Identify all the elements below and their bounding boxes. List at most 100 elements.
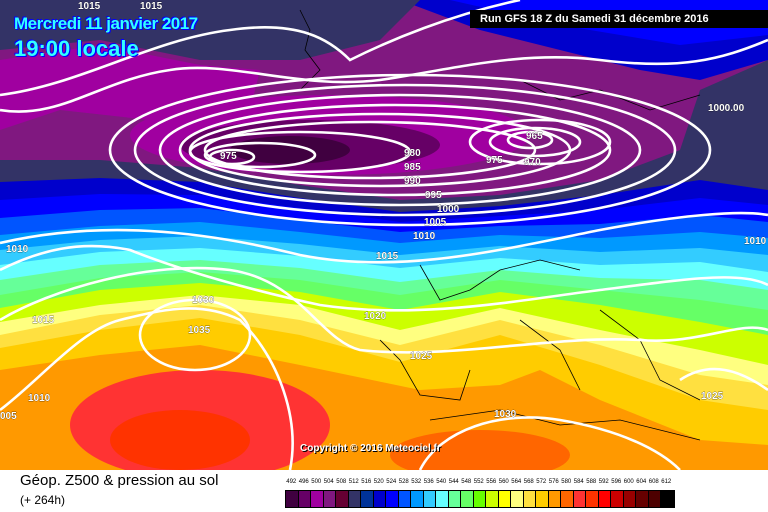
legend-swatch	[386, 491, 399, 507]
geopotential-map: 1015 1015 975 980 985 990 995 1000 1005 …	[0, 0, 768, 470]
legend-swatch	[398, 491, 411, 507]
legend-swatch	[498, 491, 511, 507]
legend-value: 600	[623, 479, 634, 485]
legend-swatches	[285, 490, 675, 508]
legend-value: 504	[323, 479, 334, 485]
isobar-label: 1030	[494, 409, 517, 420]
legend-swatch	[636, 491, 649, 507]
band-512-north	[0, 0, 420, 60]
legend-value: 608	[648, 479, 659, 485]
legend-value: 492	[286, 479, 297, 485]
isobar-label: 990	[404, 176, 421, 187]
isobar-label: 1025	[701, 391, 724, 402]
legend-swatch	[286, 491, 299, 507]
legend-value: 516	[361, 479, 372, 485]
legend-swatch	[523, 491, 536, 507]
isobar-label: 1000	[437, 204, 460, 215]
legend-swatch	[473, 491, 486, 507]
isobar-label: 1010	[744, 236, 767, 247]
legend-value: 496	[298, 479, 309, 485]
legend-value: 508	[336, 479, 347, 485]
legend-value: 580	[561, 479, 572, 485]
legend-swatch	[573, 491, 586, 507]
legend-value: 552	[473, 479, 484, 485]
footer: Géop. Z500 & pression au sol (+ 264h) 49…	[0, 470, 768, 512]
map-title: Géop. Z500 & pression au sol	[20, 472, 219, 489]
isobar-labels: 1015 1015 975 980 985 990 995 1000 1005 …	[0, 1, 767, 422]
legend-value: 568	[523, 479, 534, 485]
isobar-label: 1010	[6, 244, 29, 255]
legend-swatch	[373, 491, 386, 507]
band-492	[230, 136, 350, 164]
legend-value: 524	[386, 479, 397, 485]
isobar-label: 1015	[376, 251, 399, 262]
coastlines	[299, 9, 701, 441]
legend-swatch	[548, 491, 561, 507]
isobar-label: 1015	[140, 1, 163, 12]
isobar-label: 975	[220, 151, 237, 162]
legend-value: 544	[448, 479, 459, 485]
legend-value: 532	[411, 479, 422, 485]
legend-swatch	[436, 491, 449, 507]
isobar-label: 995	[425, 190, 442, 201]
legend-value: 572	[536, 479, 547, 485]
legend-swatch	[648, 491, 661, 507]
legend-value: 536	[423, 479, 434, 485]
legend-swatch	[486, 491, 499, 507]
legend-swatch	[461, 491, 474, 507]
legend-value: 564	[511, 479, 522, 485]
legend-value: 604	[636, 479, 647, 485]
forecast-offset: (+ 264h)	[20, 493, 66, 507]
legend-swatch	[311, 491, 324, 507]
isobar-label: 1010	[413, 231, 436, 242]
isobar-label: 970	[524, 157, 541, 168]
legend-swatch	[598, 491, 611, 507]
legend-swatch	[448, 491, 461, 507]
legend-swatch	[561, 491, 574, 507]
band-580	[390, 430, 570, 470]
legend-swatch	[348, 491, 361, 507]
legend-value: 612	[661, 479, 672, 485]
isobar-label: 980	[404, 148, 421, 159]
legend-swatch	[336, 491, 349, 507]
legend-value: 588	[586, 479, 597, 485]
isobar-label: 1010	[28, 393, 51, 404]
legend-value: 500	[311, 479, 322, 485]
legend-swatch	[611, 491, 624, 507]
legend-swatch	[298, 491, 311, 507]
legend-swatch	[323, 491, 336, 507]
legend-value: 556	[486, 479, 497, 485]
isobar-label: 1030	[192, 295, 215, 306]
copyright: Copyright © 2016 Meteociel.fr	[300, 443, 441, 454]
isobar-label: 1015	[32, 315, 55, 326]
legend-value: 560	[498, 479, 509, 485]
legend-swatch	[361, 491, 374, 507]
legend-swatch	[623, 491, 636, 507]
forecast-date: Mercredi 11 janvier 2017	[14, 14, 198, 33]
isobar-label: 975	[486, 155, 503, 166]
legend-swatch	[411, 491, 424, 507]
legend-swatch	[536, 491, 549, 507]
isobar-label: 1035	[188, 325, 211, 336]
isobar-label: 1005	[424, 217, 447, 228]
legend-value: 548	[461, 479, 472, 485]
legend-swatch	[511, 491, 524, 507]
legend-value: 592	[598, 479, 609, 485]
legend-value: 540	[436, 479, 447, 485]
forecast-time: 19:00 locale	[14, 36, 139, 61]
isobar-label: 1000.00	[708, 103, 745, 114]
isobar-label: 1020	[364, 311, 387, 322]
legend-swatch	[423, 491, 436, 507]
legend-value: 584	[573, 479, 584, 485]
isobar-label: 1015	[78, 1, 101, 12]
isobar-label: 1025	[410, 351, 433, 362]
legend-swatch	[661, 491, 674, 507]
model-run-label: Run GFS 18 Z du Samedi 31 décembre 2016	[470, 10, 768, 28]
legend-value: 576	[548, 479, 559, 485]
isobars	[0, 0, 768, 470]
legend-value: 596	[611, 479, 622, 485]
isobar-label: 965	[526, 131, 543, 142]
legend-value: 528	[398, 479, 409, 485]
band-588	[110, 410, 250, 470]
